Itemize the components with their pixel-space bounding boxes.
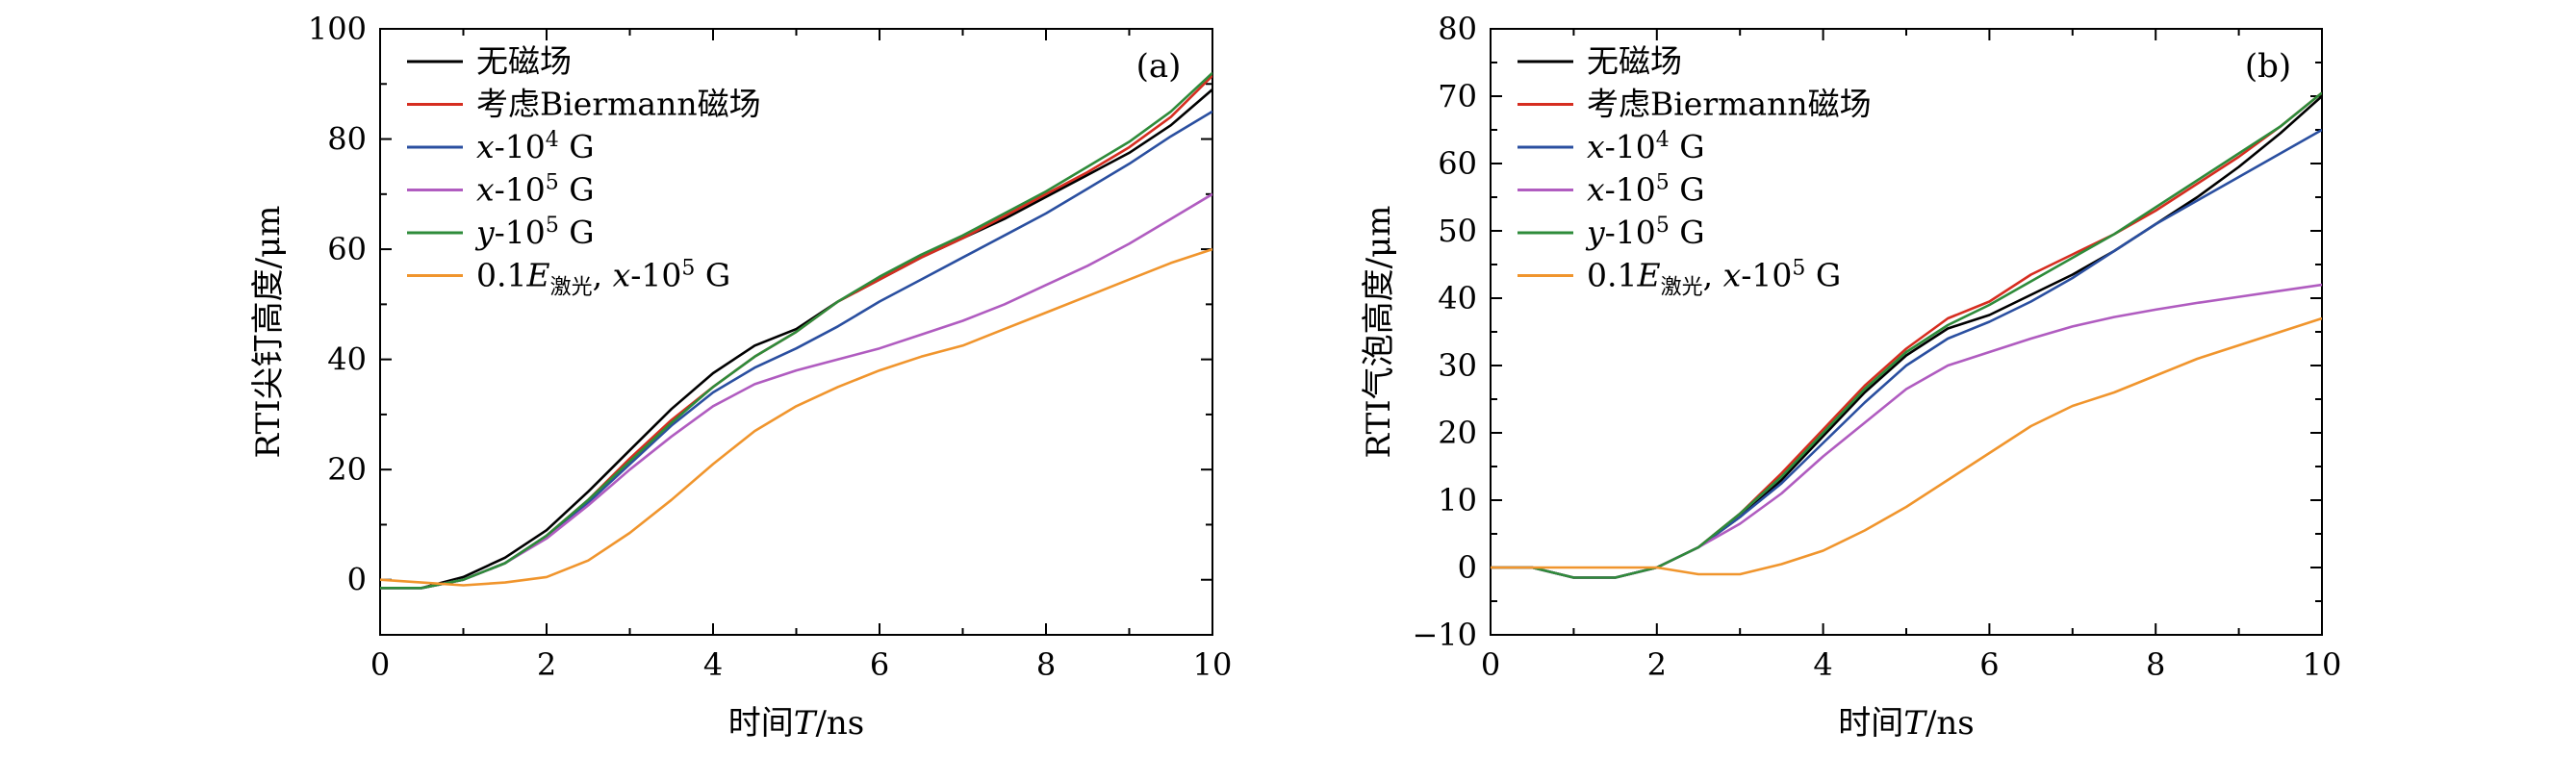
y-tick-label: −10 [1412,617,1477,653]
y-tick-label: 70 [1438,78,1477,114]
y-axis-title: RTI尖钉高度/μm [249,206,288,459]
series-line-0 [380,88,1212,590]
legend-entry-3: x-105 G [1587,171,1705,209]
chart-panel-a: 0 2 4 6 8 10020406080100时间T/nsRTI尖钉高度/μm无磁场考虑… [249,11,1232,743]
x-tick-label: 8 [2146,646,2165,683]
x-tick-label: 6 [1979,646,1999,683]
y-tick-label: 80 [1438,11,1477,47]
panel-label: (a) [1136,47,1182,86]
y-tick-label: 60 [1438,145,1477,182]
y-tick-label: 10 [1438,482,1477,518]
x-tick-label: 2 [1647,646,1667,683]
y-tick-label: 80 [327,121,367,158]
legend-entry-5: 0.1E激光, x-105 G [1587,257,1841,300]
x-tick-label: 0 [370,646,390,683]
x-axis-title: 时间T/ns [728,704,865,743]
legend-entry-2: x-104 G [476,128,595,165]
y-tick-label: 40 [327,341,367,378]
series-line-1 [1491,91,2322,579]
panel-label: (b) [2245,47,2291,86]
x-tick-label: 0 [1481,646,1500,683]
y-tick-label: 0 [1458,549,1477,586]
legend-entry-1: 考虑Biermann磁场 [1587,86,1872,123]
legend-entry-0: 无磁场 [476,42,572,80]
series-line-3 [380,192,1212,590]
legend-entry-4: y-105 G [474,214,595,251]
series-line-4 [1491,91,2322,579]
y-tick-label: 50 [1438,213,1477,249]
y-tick-label: 60 [327,231,367,267]
legend-entry-1: 考虑Biermann磁场 [476,86,761,123]
x-axis-title: 时间T/ns [1838,704,1975,743]
legend-entry-5: 0.1E激光, x-105 G [476,257,730,300]
x-tick-label: 10 [2303,646,2342,683]
chart-panel-b: 0 2 4 6 8 10−1001020304050607080时间T/nsRTI气泡高度… [1360,11,2341,743]
y-tick-label: 30 [1438,347,1477,384]
series-line-4 [380,71,1212,590]
legend-entry-3: x-105 G [476,171,595,209]
y-tick-label: 0 [347,562,367,598]
x-tick-label: 6 [870,646,889,683]
series-line-5 [1491,316,2322,576]
y-tick-label: 100 [308,11,367,47]
x-tick-label: 8 [1036,646,1056,683]
y-axis-title: RTI气泡高度/μm [1360,206,1398,459]
legend-entry-4: y-105 G [1585,214,1705,251]
x-tick-label: 4 [703,646,723,683]
y-tick-label: 20 [327,451,367,488]
legend-entry-2: x-104 G [1587,128,1705,165]
y-tick-label: 20 [1438,415,1477,451]
x-tick-label: 4 [1813,646,1832,683]
x-tick-label: 2 [537,646,556,683]
legend-entry-0: 无磁场 [1587,42,1682,80]
x-tick-label: 10 [1193,646,1233,683]
series-line-3 [1491,283,2322,579]
y-tick-label: 40 [1438,280,1477,316]
series-line-5 [380,247,1212,587]
series-line-0 [1491,95,2322,579]
